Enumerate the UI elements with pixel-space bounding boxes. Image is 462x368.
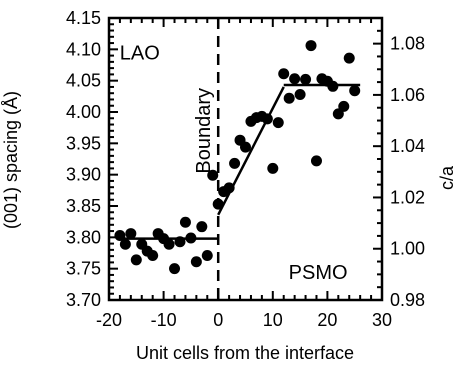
x-axis-label: Unit cells from the interface (136, 343, 354, 363)
data-point (267, 162, 279, 174)
y-tick-label: 3.70 (66, 290, 101, 310)
data-point (327, 80, 339, 92)
data-point (201, 250, 213, 262)
y2-tick-label: 1.02 (390, 187, 425, 207)
data-point (196, 221, 208, 233)
x-tick-label: -20 (96, 310, 122, 330)
y-tick-label: 4.15 (66, 8, 101, 28)
annotation-boundary: Boundary (193, 88, 215, 174)
data-point (310, 155, 322, 167)
data-point (212, 198, 224, 210)
x-axis-ticks: -20 -10 0 10 20 30 (96, 18, 392, 330)
data-point (278, 68, 290, 80)
y-tick-label: 3.90 (66, 165, 101, 185)
y-axis-ticks: 3.70 3.75 3.80 3.85 3.90 3.95 4.00 4.05 4.10 4.15 (66, 8, 118, 310)
x-tick-label: 10 (263, 310, 283, 330)
data-point (190, 256, 202, 268)
annotation-lao: LAO (120, 42, 160, 64)
data-point (174, 236, 186, 248)
data-point (125, 228, 137, 240)
data-point (289, 73, 301, 85)
data-point (338, 100, 350, 112)
y-tick-label: 3.85 (66, 196, 101, 216)
x-tick-label: 0 (213, 310, 223, 330)
data-point (300, 73, 312, 85)
x-tick-label: 20 (317, 310, 337, 330)
y2-tick-label: 1.06 (390, 85, 425, 105)
data-point (283, 92, 295, 104)
y-axis-label: (001) spacing (Å) (1, 91, 21, 229)
fit-lines (119, 83, 361, 240)
x-tick-label: 30 (372, 310, 392, 330)
data-point (185, 232, 197, 244)
data-point (229, 157, 241, 169)
data-point (130, 254, 142, 266)
data-point (207, 169, 219, 181)
annotation-psmo: PSMO (289, 262, 348, 284)
y2-tick-label: 0.98 (390, 290, 425, 310)
y2-tick-label: 1.04 (390, 136, 425, 156)
y-tick-label: 4.00 (66, 102, 101, 122)
y2-tick-label: 1.00 (390, 239, 425, 259)
data-point (343, 52, 355, 64)
data-point (240, 141, 251, 153)
x-tick-label: -10 (151, 310, 177, 330)
data-points (114, 40, 361, 275)
y-tick-label: 3.75 (66, 259, 101, 279)
data-point (147, 250, 159, 262)
y-tick-label: 4.10 (66, 39, 101, 59)
data-point (163, 238, 175, 250)
y2-tick-label: 1.08 (390, 34, 425, 54)
data-point (169, 263, 181, 275)
y-tick-label: 3.80 (66, 227, 101, 247)
data-point (119, 238, 131, 250)
y2-axis-ticks: 0.98 1.00 1.02 1.04 1.06 1.08 (373, 17, 425, 310)
data-point (272, 117, 284, 129)
y-tick-label: 3.95 (66, 133, 101, 153)
data-point (349, 85, 361, 97)
data-point (223, 182, 235, 194)
data-point (261, 113, 273, 125)
y-tick-label: 4.05 (66, 71, 101, 91)
data-point (179, 216, 191, 228)
data-point (114, 229, 126, 241)
fit-line (217, 86, 285, 216)
data-point (305, 40, 317, 52)
data-point (294, 88, 306, 100)
y2-axis-label: c/a (437, 165, 457, 190)
